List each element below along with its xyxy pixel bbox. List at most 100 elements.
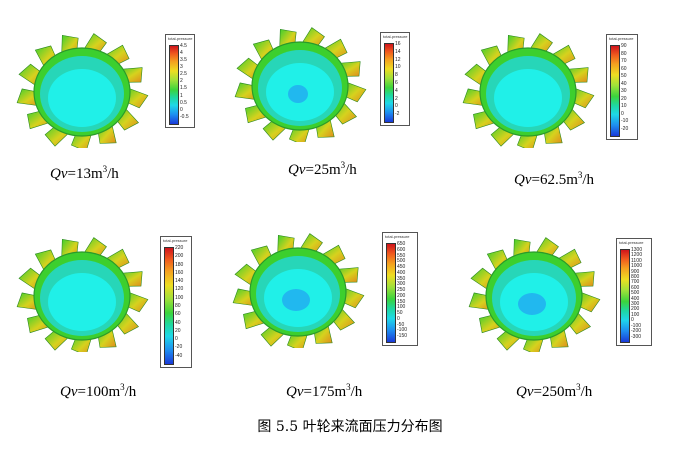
impeller-pressure-plot: [232, 233, 365, 348]
legend-tick-label: 350: [397, 275, 406, 282]
legend-title: total-pressure: [383, 34, 408, 39]
legend-tick-label: 40: [175, 319, 181, 326]
legend-tick-label: 12: [395, 56, 401, 63]
legend-tick-label: 0: [395, 103, 398, 110]
legend-colorbar: [384, 43, 394, 123]
color-legend: total-pressure 16 14 12 10 8 6 4 2 0 -2: [380, 32, 410, 126]
legend-tick-label: 0: [631, 317, 634, 324]
legend-tick-label: 80: [175, 302, 181, 309]
flow-rate-caption: Qv=175m3/h: [286, 382, 363, 400]
flow-rate-caption: Qv=25m3/h: [288, 160, 357, 178]
legend-tick-label: 0: [180, 106, 183, 113]
legend-tick-label: 400: [631, 295, 640, 302]
panel-1: total-pressure 4.5 4 3.5 3 2.5 2 1.5 1 0.5 0 -0.5 …: [10, 28, 230, 218]
legend-tick-label: 100: [631, 311, 640, 318]
legend-tick-label: -100: [397, 327, 408, 334]
legend-tick-label: 1.5: [180, 85, 187, 92]
legend-tick-label: 550: [397, 252, 406, 259]
legend-tick-label: -300: [631, 333, 642, 340]
legend-tick-label: 60: [621, 65, 627, 72]
legend-colorbar: [164, 247, 174, 365]
legend-tick-label: 300: [631, 301, 640, 308]
legend-tick-label: 16: [395, 41, 401, 47]
legend-tick-label: 20: [175, 327, 181, 334]
legend-tick-label: 0: [621, 110, 624, 117]
panel-4: total-pressure 220 200 180 160 140 120 100 80 60…: [10, 232, 230, 422]
legend-colorbar: [620, 249, 630, 343]
legend-tick-label: 14: [395, 48, 401, 55]
legend-tick-label: 140: [175, 278, 184, 285]
panel-3: total-pressure 90 80 70 60 50 40 30 20 10 0 -10 -20…: [456, 28, 676, 218]
color-legend: total-pressure 650 600 550 500 450 400 350 300 2…: [382, 232, 418, 346]
legend-tick-label: 600: [631, 284, 640, 291]
legend-tick-label: -0.5: [180, 113, 189, 120]
low-pressure-zone: [282, 289, 310, 311]
legend-tick-label: 600: [397, 246, 406, 253]
impeller-inlet-face: [48, 273, 116, 331]
legend-tick-label: 30: [621, 88, 627, 94]
legend-ticks: 4.5 4 3.5 3 2.5 2 1.5 1 0.5 0 -0.5: [180, 43, 189, 122]
legend-tick-label: 6: [395, 79, 398, 86]
color-legend: total-pressure 1300 1200 1100 1000 900 800 700…: [616, 238, 652, 346]
legend-tick-label: -20: [175, 344, 183, 351]
legend-tick-label: 0: [397, 315, 400, 322]
legend-title: total-pressure: [385, 234, 410, 239]
legend-tick-label: 500: [397, 258, 406, 265]
legend-tick-label: 100: [397, 304, 406, 311]
legend-ticks: 1300 1200 1100 1000 900 800 700 600 500 400 300 200…: [631, 247, 643, 340]
legend-tick-label: 0.5: [180, 99, 187, 106]
legend-tick-label: 2: [180, 78, 183, 85]
legend-tick-label: 200: [631, 306, 640, 313]
legend-tick-label: 900: [631, 268, 640, 275]
legend-title: total-pressure: [163, 238, 188, 243]
legend-tick-label: 90: [621, 43, 627, 49]
legend-tick-label: 200: [175, 253, 184, 260]
legend-tick-label: 1200: [631, 252, 643, 259]
legend-tick-label: 50: [621, 73, 627, 79]
legend-tick-label: 1: [180, 92, 183, 99]
legend-tick-label: 20: [621, 95, 627, 102]
color-legend: total-pressure 90 80 70 60 50 40 30 20 10 0 -10 -20: [606, 34, 638, 140]
impeller-pressure-plot: [468, 237, 601, 352]
legend-tick-label: 150: [397, 298, 406, 305]
impeller-pressure-plot: [16, 237, 149, 352]
legend-tick-label: 80: [621, 50, 627, 57]
legend-tick-label: 50: [397, 310, 403, 316]
legend-tick-label: 2.5: [180, 71, 187, 78]
legend-tick-label: 450: [397, 264, 406, 270]
legend-tick-label: 4: [180, 50, 183, 57]
legend-tick-label: 400: [397, 269, 406, 276]
legend-title: total-pressure: [168, 36, 193, 41]
legend-tick-label: 180: [175, 261, 184, 268]
legend-ticks: 220 200 180 160 140 120 100 80 60 40 20 0 -20 -40: [175, 245, 184, 362]
legend-tick-label: -150: [397, 333, 408, 339]
legend-tick-label: 4: [395, 87, 398, 94]
legend-tick-label: -20: [621, 125, 629, 132]
legend-tick-label: 500: [631, 290, 640, 297]
legend-tick-label: 0: [175, 336, 178, 343]
legend-tick-label: 8: [395, 72, 398, 79]
legend-title: total-pressure: [619, 240, 644, 245]
panel-6: total-pressure 1300 1200 1100 1000 900 800 700…: [462, 232, 682, 422]
impeller-inlet-face: [494, 69, 562, 127]
legend-title: total-pressure: [609, 36, 634, 41]
legend-tick-label: 2: [395, 95, 398, 102]
impeller-pressure-plot: [234, 27, 367, 142]
flow-rate-caption: Qv=100m3/h: [60, 382, 137, 400]
legend-tick-label: -2: [395, 111, 400, 118]
color-legend: total-pressure 4.5 4 3.5 3 2.5 2 1.5 1 0.5 0 -0.5: [165, 34, 195, 128]
legend-tick-label: 160: [175, 269, 184, 276]
color-legend: total-pressure 220 200 180 160 140 120 100 80 60…: [160, 236, 192, 368]
legend-tick-label: 1000: [631, 263, 643, 270]
legend-tick-label: -50: [397, 321, 405, 328]
legend-tick-label: -200: [631, 328, 642, 335]
legend-colorbar: [169, 45, 179, 125]
impeller-pressure-plot: [462, 33, 595, 148]
panel-2: total-pressure 16 14 12 10 8 6 4 2 0 -2 Qv=25m3/h: [228, 22, 448, 212]
legend-tick-label: 40: [621, 80, 627, 87]
flow-rate-caption: Qv=62.5m3/h: [514, 170, 595, 188]
low-pressure-zone: [518, 293, 546, 315]
low-pressure-zone: [288, 85, 308, 103]
legend-tick-label: -10: [621, 118, 629, 124]
legend-tick-label: 70: [621, 58, 627, 64]
